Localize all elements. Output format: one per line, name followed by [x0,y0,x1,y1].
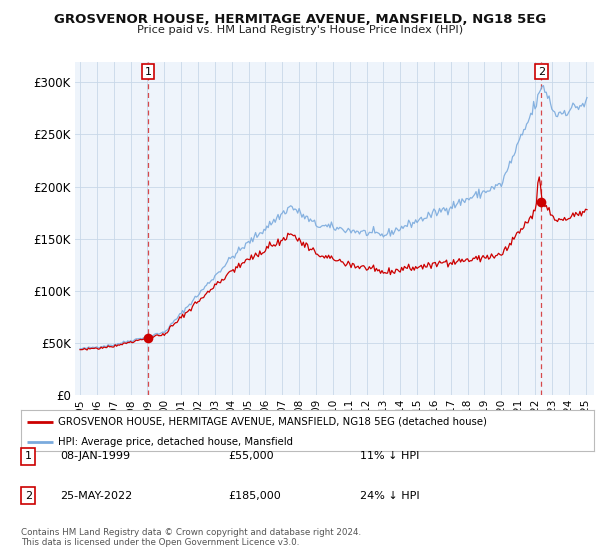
Text: Price paid vs. HM Land Registry's House Price Index (HPI): Price paid vs. HM Land Registry's House … [137,25,463,35]
Text: £55,000: £55,000 [228,451,274,461]
Text: 24% ↓ HPI: 24% ↓ HPI [360,491,419,501]
Text: 1: 1 [25,451,32,461]
Text: GROSVENOR HOUSE, HERMITAGE AVENUE, MANSFIELD, NG18 5EG: GROSVENOR HOUSE, HERMITAGE AVENUE, MANSF… [54,13,546,26]
Text: Contains HM Land Registry data © Crown copyright and database right 2024.
This d: Contains HM Land Registry data © Crown c… [21,528,361,547]
Text: 08-JAN-1999: 08-JAN-1999 [60,451,130,461]
Text: 1: 1 [145,67,151,77]
Text: 2: 2 [538,67,545,77]
Text: 25-MAY-2022: 25-MAY-2022 [60,491,132,501]
Text: 2: 2 [25,491,32,501]
Text: GROSVENOR HOUSE, HERMITAGE AVENUE, MANSFIELD, NG18 5EG (detached house): GROSVENOR HOUSE, HERMITAGE AVENUE, MANSF… [58,417,487,427]
Text: HPI: Average price, detached house, Mansfield: HPI: Average price, detached house, Mans… [58,437,293,447]
Text: 11% ↓ HPI: 11% ↓ HPI [360,451,419,461]
Text: £185,000: £185,000 [228,491,281,501]
